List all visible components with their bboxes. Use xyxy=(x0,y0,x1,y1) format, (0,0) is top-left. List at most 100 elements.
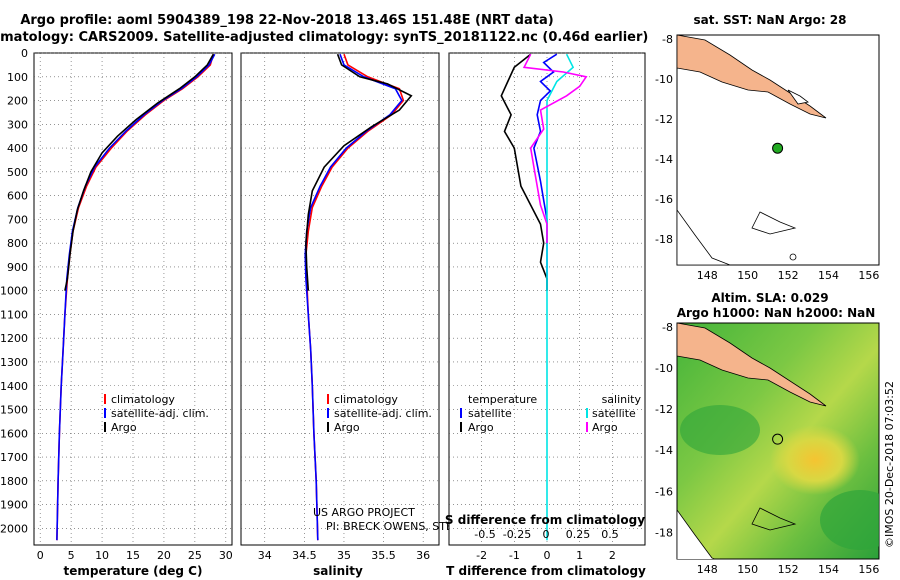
lat-tick-label: -10 xyxy=(655,362,673,375)
lat-tick-label: -16 xyxy=(655,193,673,206)
lat-tick-label: -12 xyxy=(655,113,673,126)
x-tick-label: 34 xyxy=(258,549,272,562)
x-tick-label: 25 xyxy=(188,549,202,562)
australia-coast xyxy=(677,209,731,265)
legend-swatch-satellite xyxy=(327,408,329,418)
series-line-s-satellite xyxy=(546,53,575,541)
sst-map-land xyxy=(677,35,827,265)
legend-label-argo: Argo xyxy=(334,421,360,434)
lon-tick-label: 150 xyxy=(737,563,758,576)
salinity-xlabel: salinity xyxy=(313,564,363,578)
lon-tick-label: 148 xyxy=(697,563,718,576)
legend-label-t-argo: Argo xyxy=(468,421,494,434)
lat-tick-label: -10 xyxy=(655,73,673,86)
sla-high-anomaly xyxy=(770,425,860,495)
legend-label-climatology: climatology xyxy=(111,393,175,406)
sst-map: sat. SST: NaN Argo: 28 xyxy=(655,13,880,282)
lat-tick-label: -18 xyxy=(655,233,673,246)
legend-swatch-argo xyxy=(327,422,329,432)
lon-tick-label: 154 xyxy=(818,563,839,576)
x-tick-label: 1 xyxy=(576,549,583,562)
temperature-frame xyxy=(33,52,233,546)
x-tick-label: 35 xyxy=(337,549,351,562)
depth-tick-label: 1100 xyxy=(0,308,28,321)
sst-map-title: sat. SST: NaN Argo: 28 xyxy=(693,13,846,27)
lon-tick-label: 156 xyxy=(858,563,879,576)
s-tick-label: 0.25 xyxy=(566,528,591,541)
depth-tick-label: 900 xyxy=(7,261,28,274)
legend-title-temperature: temperature xyxy=(468,393,537,406)
x-tick-label: 20 xyxy=(157,549,171,562)
title-line-1: Argo profile: aoml 5904389_198 22-Nov-20… xyxy=(20,13,553,28)
depth-tick-label: 300 xyxy=(7,118,28,131)
legend-swatch-satellite xyxy=(104,408,106,418)
sla-map-title-1: Altim. SLA: 0.029 xyxy=(711,291,828,305)
series-line-s-argo xyxy=(522,53,588,244)
difference-legend: temperature satellite Argo salinity sate… xyxy=(460,393,641,434)
legend-swatch-climatology xyxy=(327,394,329,404)
credit-line-1: US ARGO PROJECT xyxy=(313,506,415,519)
depth-tick-label: 1300 xyxy=(0,356,28,369)
legend-title-salinity: salinity xyxy=(602,393,642,406)
argo-float-marker xyxy=(772,142,784,154)
depth-tick-label: 1800 xyxy=(0,475,28,488)
series-line-argo xyxy=(305,53,413,291)
legend-swatch-climatology xyxy=(104,394,106,404)
salinity-diff-ticks: -0.5 -0.25 0 0.25 0.5 xyxy=(474,528,618,541)
series-line-argo xyxy=(64,53,215,291)
x-tick-label: 2 xyxy=(609,549,616,562)
depth-tick-label: 1900 xyxy=(0,499,28,512)
temperature-panel: 0 5 10 15 20 25 30 temperature (deg C) climato… xyxy=(33,52,233,578)
difference-inset-title: S difference from climatology xyxy=(445,513,645,527)
s-tick-label: -0.5 xyxy=(474,528,495,541)
x-tick-label: 30 xyxy=(219,549,233,562)
x-tick-label: 15 xyxy=(126,549,140,562)
lon-tick-label: 156 xyxy=(858,269,879,282)
salinity-frame xyxy=(240,52,440,546)
sla-low-anomaly xyxy=(680,405,760,455)
depth-tick-label: 400 xyxy=(7,142,28,155)
reef-islands xyxy=(751,211,797,235)
lon-tick-label: 152 xyxy=(778,269,799,282)
argo-float-marker xyxy=(772,433,784,445)
australia-coast xyxy=(677,509,716,559)
title-line-2: Climatology: CARS2009. Satellite-adjuste… xyxy=(0,30,648,45)
s-tick-label: -0.25 xyxy=(503,528,531,541)
legend-swatch-s-satellite xyxy=(586,408,588,418)
depth-tick-label: 1700 xyxy=(0,451,28,464)
lat-tick-label: -16 xyxy=(655,485,673,498)
x-tick-label: 0 xyxy=(544,549,551,562)
lat-tick-label: -14 xyxy=(655,153,673,166)
x-tick-label: -2 xyxy=(476,549,487,562)
x-tick-label: 34.5 xyxy=(292,549,317,562)
series-line-t-satellite xyxy=(533,53,558,291)
depth-tick-label: 500 xyxy=(7,166,28,179)
depth-tick-label: 1600 xyxy=(0,427,28,440)
legend-label-satellite: satellite-adj. clim. xyxy=(111,407,209,420)
sla-map: Altim. SLA: 0.029 Argo h1000: NaN h2000:… xyxy=(655,291,880,576)
lat-tick-label: -8 xyxy=(662,33,673,46)
series-line-satellite-adj-clim- xyxy=(304,53,403,541)
depth-axis: 0 100 200 300 400 500 600 700 800 900 1000 1100 1200… xyxy=(0,47,28,535)
legend-label-s-satellite: satellite xyxy=(592,407,636,420)
temperature-legend: climatology satellite-adj. clim. Argo xyxy=(104,393,209,434)
lat-tick-label: -18 xyxy=(655,526,673,539)
x-tick-label: 10 xyxy=(95,549,109,562)
island-group xyxy=(787,89,809,105)
new-guinea-land xyxy=(677,35,827,119)
depth-tick-label: 1000 xyxy=(0,285,28,298)
lat-tick-label: -12 xyxy=(655,403,673,416)
depth-tick-label: 200 xyxy=(7,95,28,108)
legend-swatch-s-argo xyxy=(586,422,588,432)
temperature-xlabel: temperature (deg C) xyxy=(64,564,203,578)
legend-label-satellite: satellite-adj. clim. xyxy=(334,407,432,420)
lon-tick-label: 152 xyxy=(778,563,799,576)
legend-label-s-argo: Argo xyxy=(592,421,618,434)
s-tick-label: 0.5 xyxy=(601,528,619,541)
legend-label-argo: Argo xyxy=(111,421,137,434)
imos-stamp: ©IMOS 20-Dec-2018 07:03:52 xyxy=(883,381,896,548)
depth-tick-label: 1200 xyxy=(0,332,28,345)
sla-map-field xyxy=(677,323,879,559)
lat-tick-label: -8 xyxy=(662,321,673,334)
